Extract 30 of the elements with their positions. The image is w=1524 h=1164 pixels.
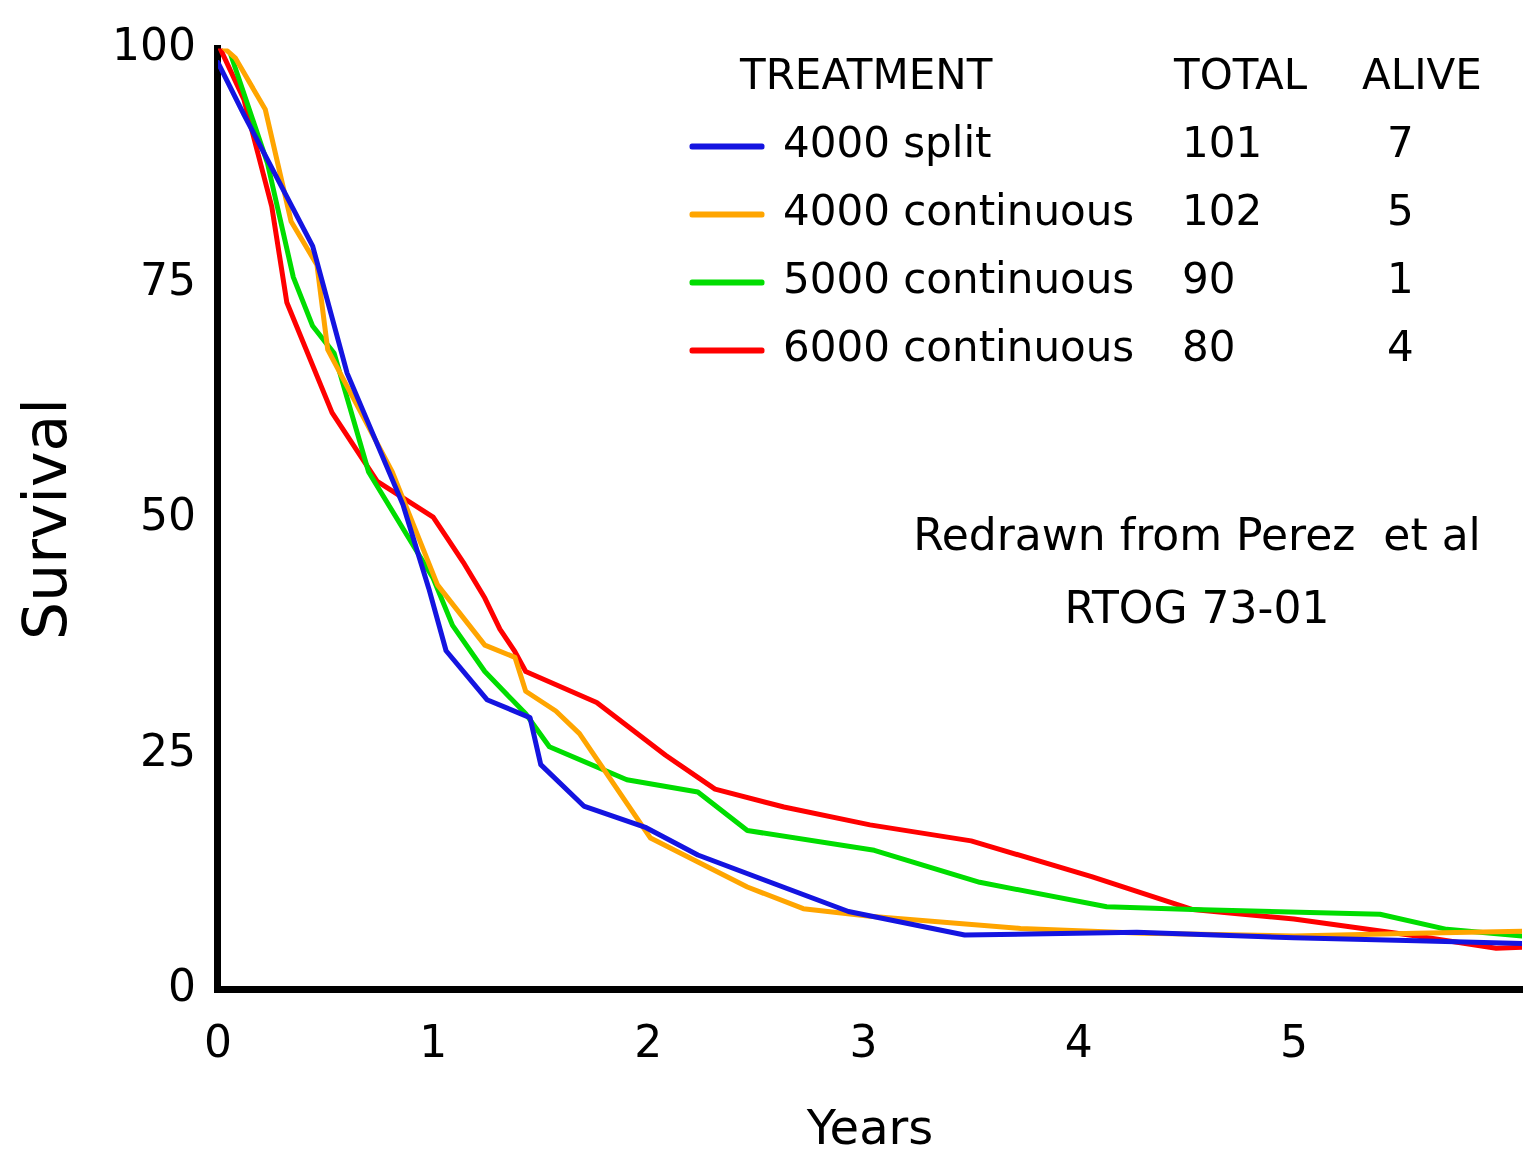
x-tick-label: 2 xyxy=(634,1016,663,1068)
legend-title: TREATMENT xyxy=(739,50,993,100)
y-tick-label: 50 xyxy=(139,489,196,541)
annotation: 4 xyxy=(1387,322,1414,372)
x-tick-label: 5 xyxy=(1279,1016,1308,1068)
x-axis-title: Years xyxy=(805,1098,934,1155)
annotation: RTOG 73-01 xyxy=(1064,581,1330,633)
x-tick-label: 1 xyxy=(419,1016,448,1068)
legend-label: 4000 split xyxy=(783,118,992,168)
x-tick-label: 3 xyxy=(849,1016,878,1068)
legend-label: 4000 continuous xyxy=(783,186,1135,236)
annotation: 5 xyxy=(1387,186,1414,236)
x-tick-label: 0 xyxy=(203,1016,232,1068)
annotation: TOTAL xyxy=(1173,50,1308,100)
legend-label: 5000 continuous xyxy=(783,254,1135,304)
annotation: 90 xyxy=(1182,254,1236,304)
annotation: 1 xyxy=(1387,254,1414,304)
annotation: 101 xyxy=(1182,118,1263,168)
y-tick-label: 100 xyxy=(112,18,196,70)
x-tick-label: 4 xyxy=(1064,1016,1093,1068)
annotation: 7 xyxy=(1387,118,1414,168)
y-tick-label: 75 xyxy=(139,254,196,306)
annotation: ALIVE xyxy=(1362,50,1482,100)
y-axis-title: Survival xyxy=(9,398,80,640)
annotation: 80 xyxy=(1182,322,1236,372)
y-tick-label: 0 xyxy=(167,960,196,1012)
y-tick-label: 25 xyxy=(139,724,196,776)
annotation: Redrawn from Perez et al xyxy=(913,508,1481,560)
legend-label: 6000 continuous xyxy=(783,322,1135,372)
annotation: 102 xyxy=(1182,186,1263,236)
